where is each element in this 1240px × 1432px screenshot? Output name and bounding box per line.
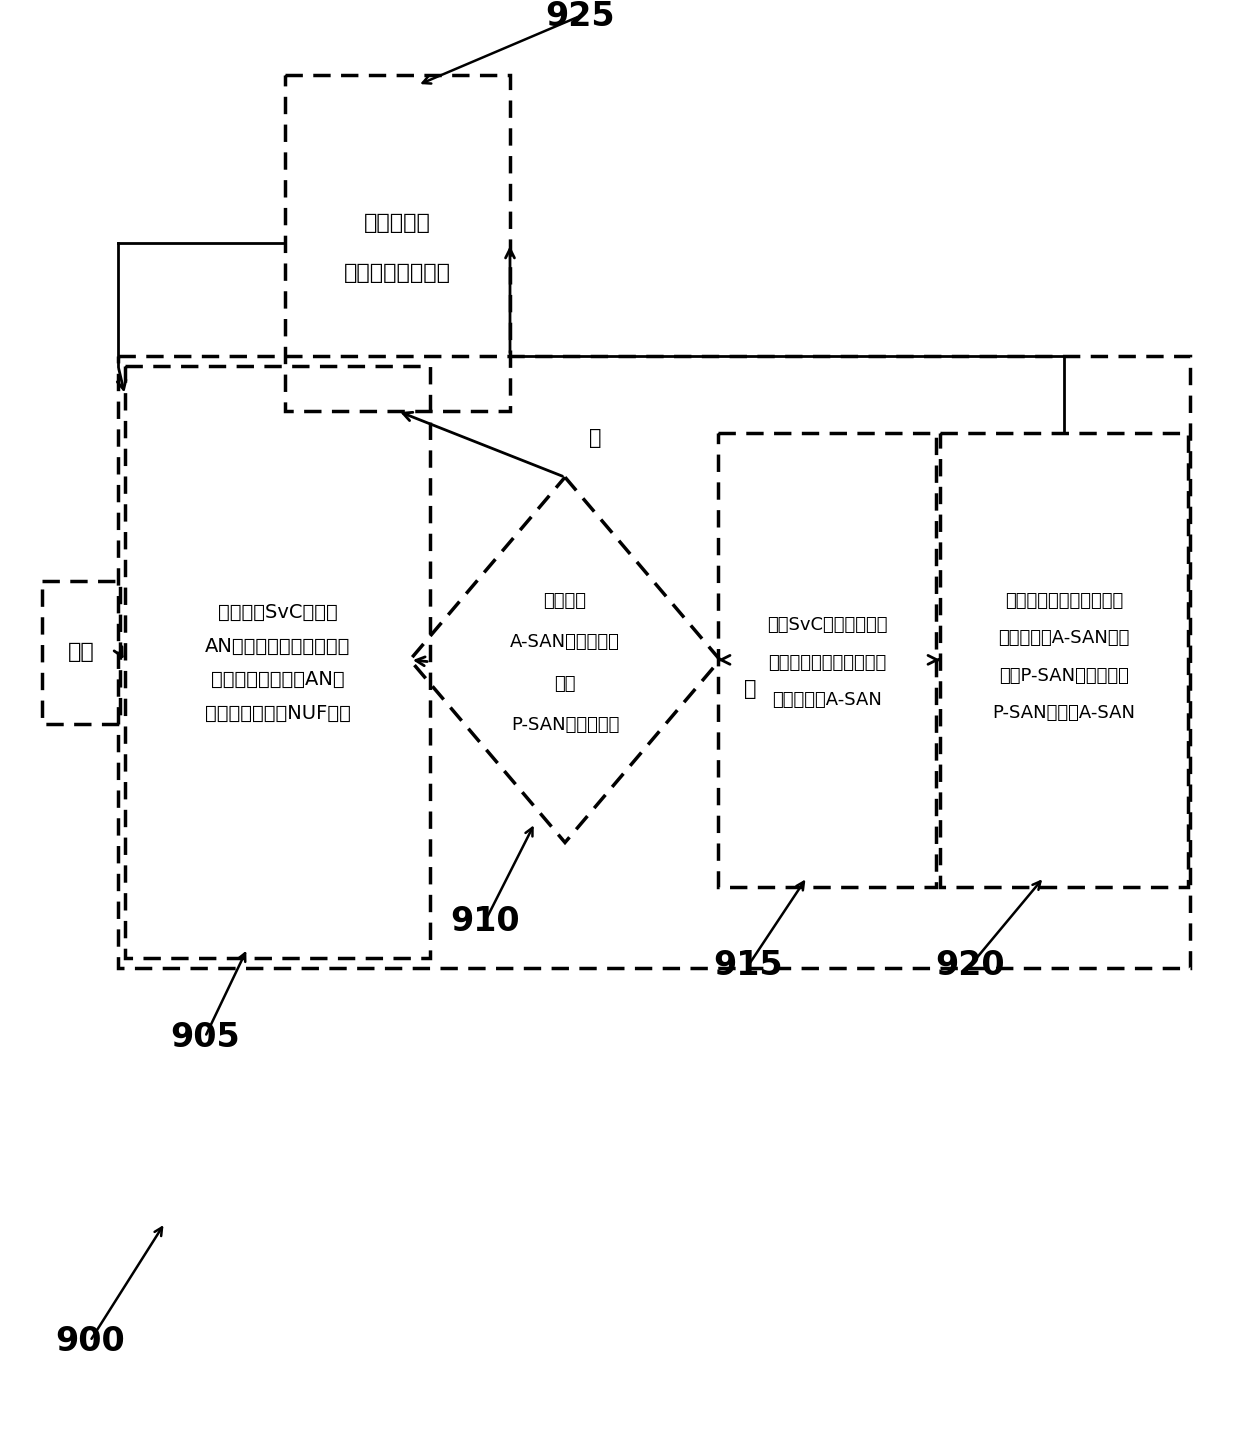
Bar [42, 581, 120, 725]
Text: 来将标识的A-SAN设置: 来将标识的A-SAN设置 [998, 629, 1130, 647]
Text: 915: 915 [713, 949, 782, 982]
Text: 否: 否 [589, 428, 601, 448]
Bar [118, 355, 1190, 968]
Text: 905: 905 [170, 1021, 239, 1054]
Text: 920: 920 [935, 949, 1004, 982]
Text: 成新P-SAN，并将原始: 成新P-SAN，并将原始 [999, 667, 1128, 684]
Text: 确定SvC中在当前测量: 确定SvC中在当前测量 [766, 616, 888, 634]
Text: P-SAN的数据吗？: P-SAN的数据吗？ [511, 716, 619, 735]
Text: 开始: 开始 [68, 643, 94, 663]
Text: 数据流量的A-SAN: 数据流量的A-SAN [773, 692, 882, 709]
Text: 通过完成必要的网络规程: 通过完成必要的网络规程 [1004, 591, 1123, 610]
Text: 900: 900 [55, 1325, 125, 1358]
Text: A-SAN的数据多于: A-SAN的数据多于 [510, 633, 620, 652]
Bar [718, 432, 936, 886]
Text: P-SAN设置成A-SAN: P-SAN设置成A-SAN [992, 705, 1136, 722]
Text: 等待下一个: 等待下一个 [365, 213, 432, 233]
Bar [940, 432, 1188, 886]
Text: 925: 925 [546, 0, 615, 33]
Text: 网络使用因子（NUF））: 网络使用因子（NUF）） [205, 703, 351, 723]
Bar [125, 365, 430, 958]
Text: 流过: 流过 [554, 674, 575, 693]
Text: 是: 是 [744, 679, 756, 699]
Text: 流过一个: 流过一个 [543, 591, 587, 610]
Text: 测量流过SvC中每个: 测量流过SvC中每个 [218, 603, 337, 621]
Text: AN的相对数据量（例如，: AN的相对数据量（例如， [205, 637, 350, 656]
Text: 时间周期内具有最高相对: 时间周期内具有最高相对 [768, 654, 887, 672]
Text: （预定）测量时间: （预定）测量时间 [343, 263, 451, 282]
Text: 通过计算对于每个AN的: 通过计算对于每个AN的 [211, 670, 345, 689]
Text: 910: 910 [450, 905, 520, 938]
Bar [285, 76, 510, 411]
